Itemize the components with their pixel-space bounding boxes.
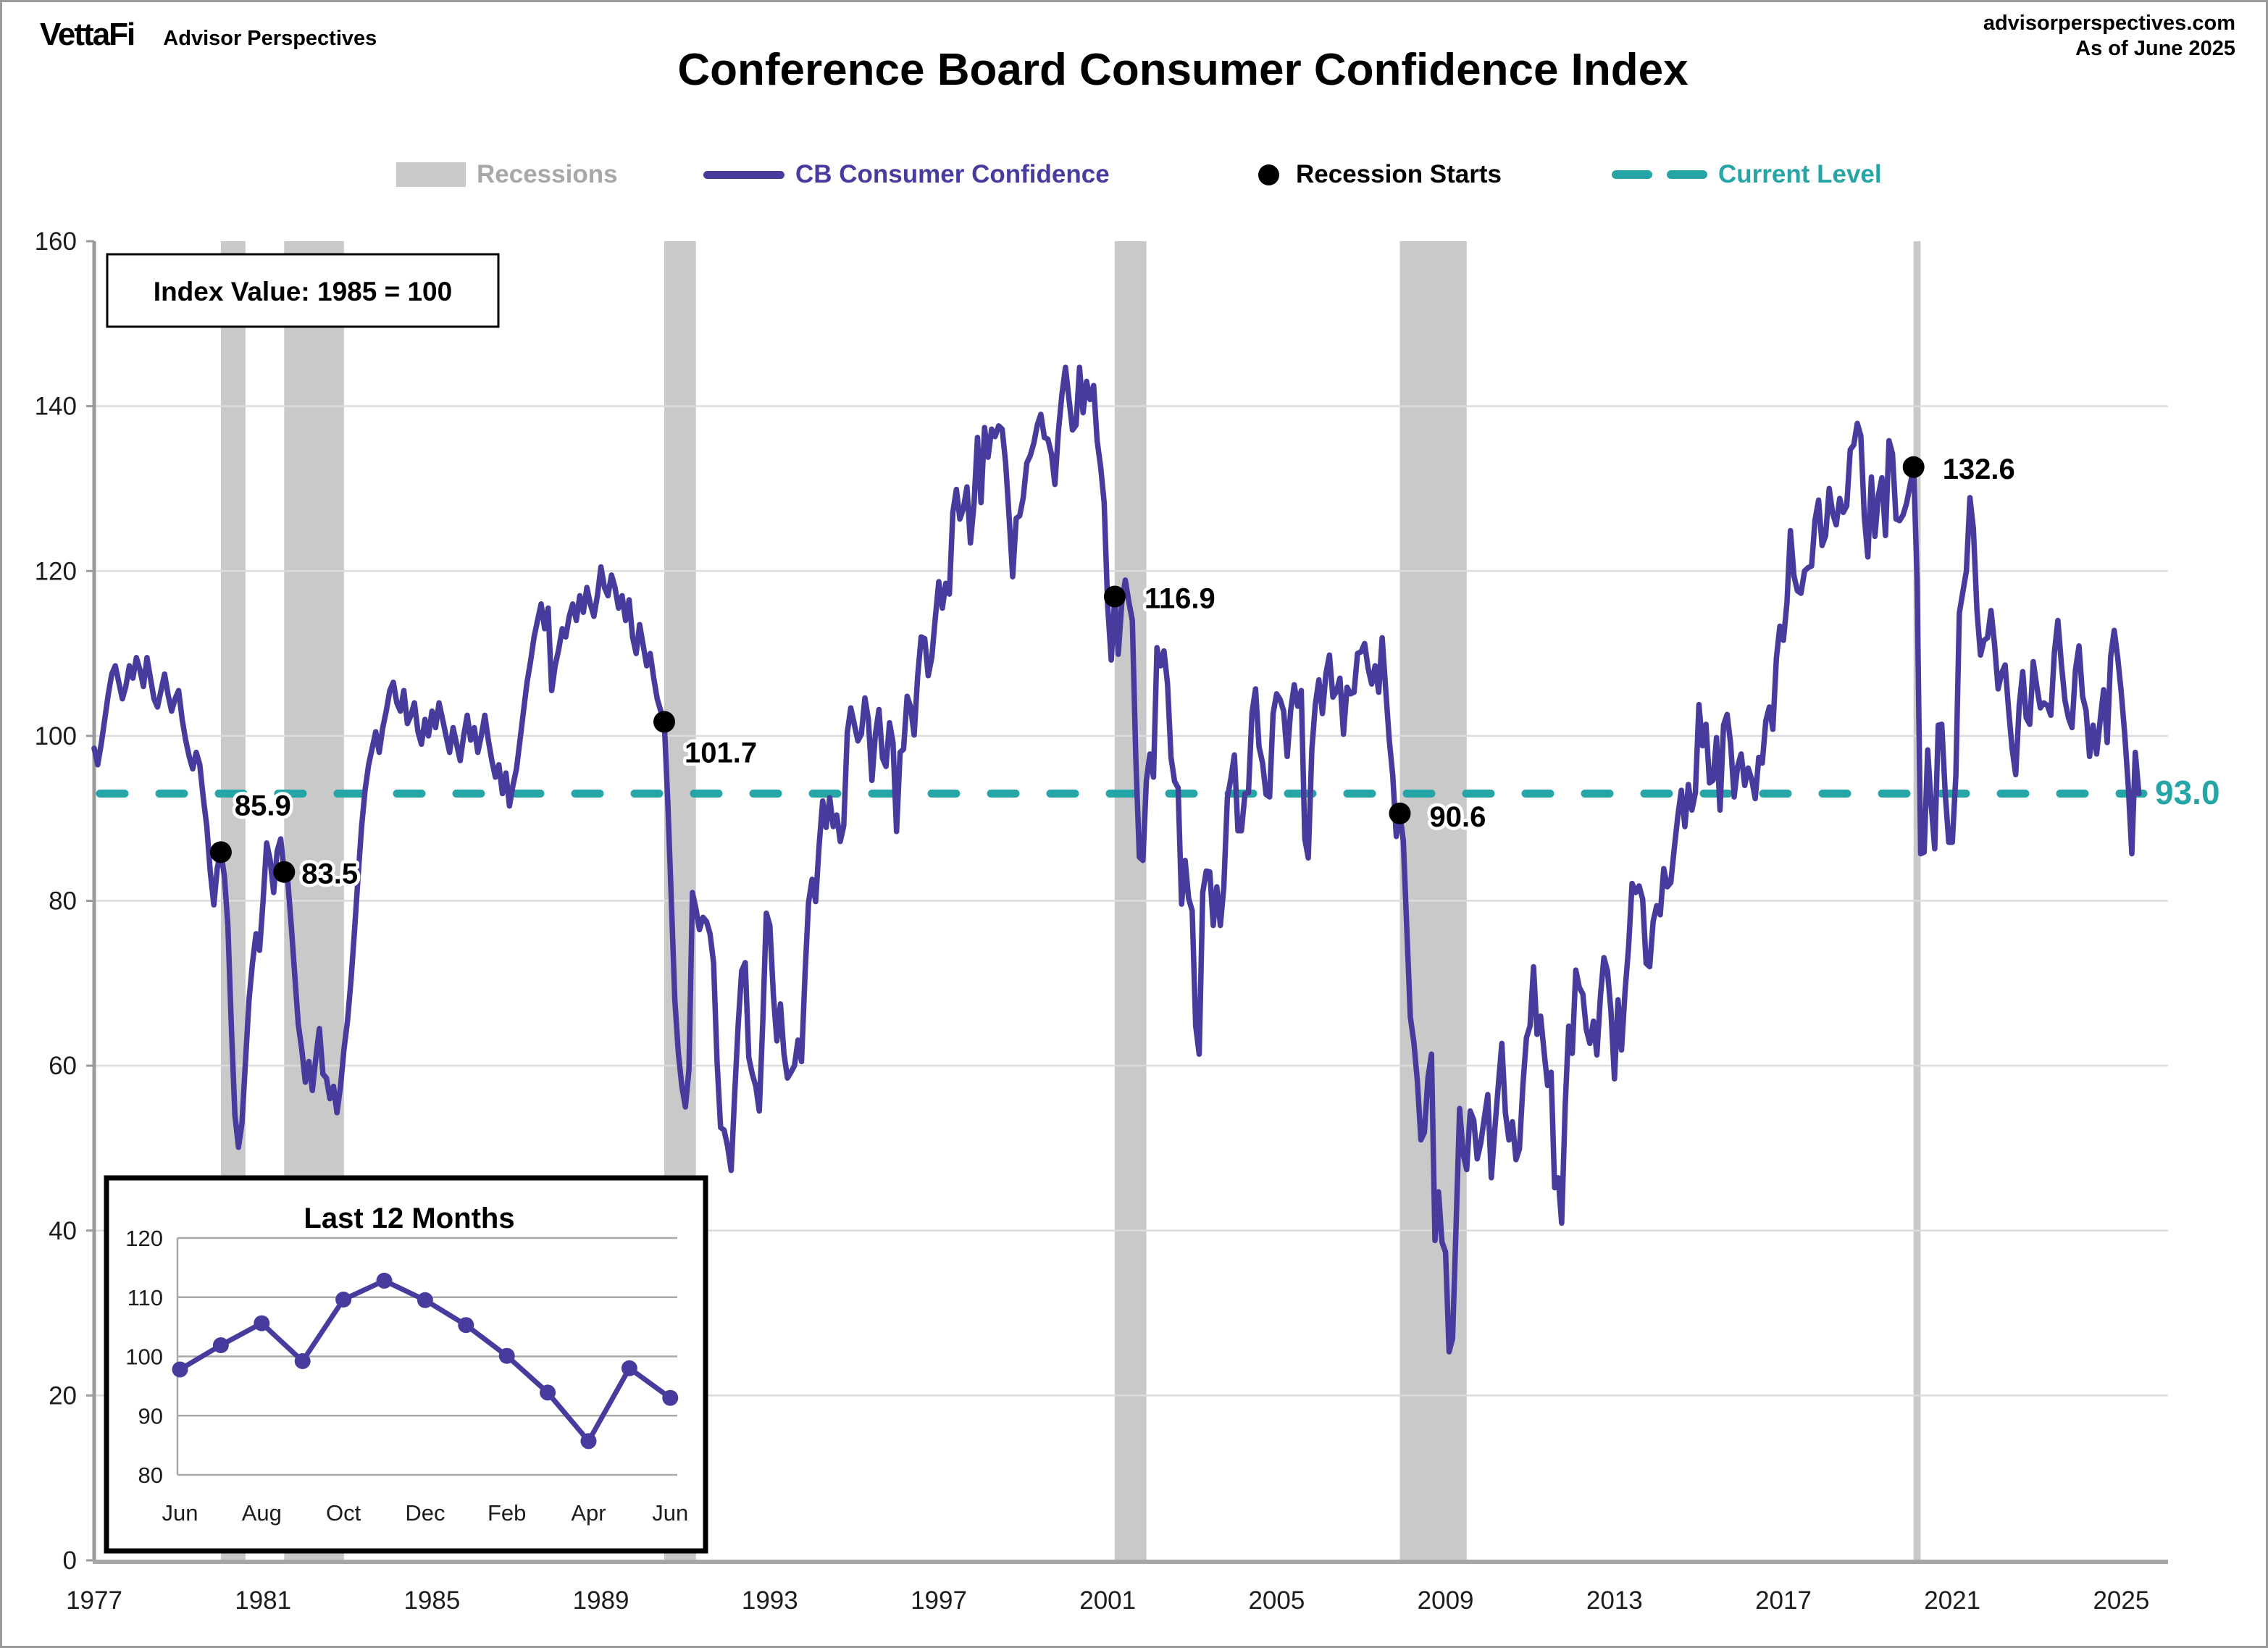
x-axis-label: 1985 xyxy=(403,1586,460,1615)
recession-start-dot xyxy=(209,841,232,863)
index-note: Index Value: 1985 = 100 xyxy=(106,253,500,328)
x-axis-label: 2017 xyxy=(1755,1586,1812,1615)
recession-start-label: 101.7 xyxy=(685,737,757,769)
inset-x-axis-label: Apr xyxy=(571,1500,606,1526)
dash-swatch-icon xyxy=(1612,170,1707,179)
inset-data-point xyxy=(621,1360,637,1376)
recession-start-dot xyxy=(1103,585,1126,608)
recession-start-markers-group: 85.9 83.5 101.7 116.9 90.6 132.6 xyxy=(209,450,2018,893)
x-axis-label: 2013 xyxy=(1586,1586,1643,1615)
grid-and-axes-group: 0 20 40 60 80 100 120 140 160 1977 1981 1985 1989 199… xyxy=(35,227,2168,1615)
inset-y-axis-label: 90 xyxy=(138,1403,163,1429)
brand-subtitle: Advisor Perspectives xyxy=(163,27,377,50)
x-axis-label: 2005 xyxy=(1248,1586,1305,1615)
x-axis-label: 1997 xyxy=(911,1586,967,1615)
y-axis-label: 80 xyxy=(49,887,77,916)
legend-item-recession-starts: Recession Starts xyxy=(1252,159,1502,191)
x-axis-label: 1993 xyxy=(742,1586,798,1615)
inset-y-axis-label: 120 xyxy=(125,1226,163,1251)
brand-header: VettaFi Advisor Perspectives xyxy=(40,17,377,53)
x-axis-label: 1981 xyxy=(235,1586,291,1615)
x-axis-label: 2009 xyxy=(1418,1586,1474,1615)
inset-data-point xyxy=(580,1433,597,1450)
y-axis-label: 100 xyxy=(35,722,77,750)
current-level-value: 93.0 xyxy=(2155,774,2220,811)
inset-x-axis-label: Feb xyxy=(488,1500,526,1526)
x-axis-label: 2001 xyxy=(1079,1586,1136,1615)
inset-data-point xyxy=(417,1292,433,1308)
inset-data-point xyxy=(458,1317,474,1334)
x-axis-label: 1977 xyxy=(66,1586,122,1615)
inset-data-point xyxy=(662,1389,679,1406)
inset-data-point xyxy=(498,1347,515,1364)
inset-data-point xyxy=(172,1361,188,1378)
inset-grid-group: 80 90 100 110 120 Jun Aug Oct Dec Feb Apr Jun xyxy=(125,1226,688,1526)
as-of-date: As of June 2025 xyxy=(2075,37,2235,60)
page-title: Conference Board Consumer Confidence Ind… xyxy=(677,45,1689,95)
y-axis-label: 120 xyxy=(35,557,77,585)
y-axis-label: 60 xyxy=(49,1052,77,1080)
y-axis-label: 140 xyxy=(35,393,77,421)
inset-line-group xyxy=(172,1272,679,1450)
source-url: advisorperspectives.com xyxy=(1983,12,2235,35)
inset-x-axis-label: Jun xyxy=(652,1500,688,1526)
recession-start-dot xyxy=(1389,802,1411,824)
y-axis-label: 160 xyxy=(35,227,77,256)
recession-start-label: 116.9 xyxy=(1145,583,1215,615)
inset-x-axis-label: Aug xyxy=(242,1500,282,1526)
x-axis-label: 1989 xyxy=(573,1586,629,1615)
legend-label: Recession Starts xyxy=(1296,160,1502,188)
x-axis-label: 2025 xyxy=(2093,1586,2149,1615)
inset-title: Last 12 Months xyxy=(304,1202,514,1234)
y-axis-label: 20 xyxy=(49,1381,77,1410)
y-axis-label: 0 xyxy=(63,1547,77,1575)
inset-y-axis-label: 110 xyxy=(127,1285,163,1310)
inset-data-point xyxy=(212,1337,229,1353)
inset-x-axis-label: Dec xyxy=(405,1500,445,1526)
legend-item-recessions: Recessions xyxy=(396,159,618,191)
legend-label: Recessions xyxy=(477,160,618,188)
source-attribution: advisorperspectives.com As of June 2025 xyxy=(1983,11,2235,62)
legend-label: Current Level xyxy=(1718,160,1882,188)
index-note-box xyxy=(106,253,500,328)
index-note-text: Index Value: 1985 = 100 xyxy=(154,277,452,306)
inset-y-axis-label: 80 xyxy=(138,1463,163,1488)
confidence-line-group xyxy=(91,364,2142,1355)
y-axis-label: 40 xyxy=(49,1217,77,1245)
legend-item-confidence-line: CB Consumer Confidence xyxy=(703,159,1110,191)
inset-data-point xyxy=(335,1292,352,1308)
recession-start-label: 90.6 xyxy=(1430,801,1486,833)
inset-x-axis-label: Oct xyxy=(326,1500,361,1526)
recession-start-dot xyxy=(653,711,675,733)
inset-frame xyxy=(104,1175,708,1554)
vettafi-logo: VettaFi xyxy=(40,17,135,52)
x-axis-label: 2021 xyxy=(1924,1586,1980,1615)
recession-band-swatch-icon xyxy=(396,162,466,187)
recession-start-dot xyxy=(273,861,296,883)
recession-start-label: 85.9 xyxy=(235,790,291,821)
inset-data-point xyxy=(294,1353,311,1369)
dot-swatch-icon xyxy=(1258,164,1279,185)
confidence-line xyxy=(91,364,2142,1355)
legend-item-current-level: Current Level xyxy=(1612,159,1882,191)
recession-start-dot xyxy=(1902,456,1925,478)
inset-x-axis-label: Jun xyxy=(162,1500,198,1526)
inset-data-point xyxy=(254,1315,270,1331)
inset-chart: Last 12 Months 80 90 100 110 120 Jun Aug Oct Dec… xyxy=(104,1175,708,1554)
legend-label: CB Consumer Confidence xyxy=(795,160,1110,188)
line-swatch-icon xyxy=(703,170,784,179)
recession-start-label: 132.6 xyxy=(1943,453,2015,485)
recession-start-label: 83.5 xyxy=(301,858,358,890)
inset-y-axis-label: 100 xyxy=(125,1344,163,1370)
inset-data-point xyxy=(376,1272,393,1289)
inset-data-point xyxy=(540,1384,556,1401)
